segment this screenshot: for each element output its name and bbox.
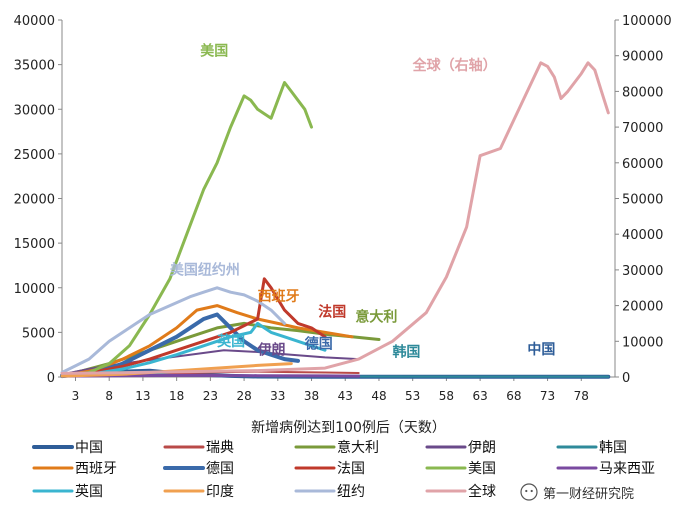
annotation-label: 德国: [305, 335, 333, 352]
y-right-tick-label: 30000: [622, 264, 663, 279]
legend-label: 韩国: [599, 440, 627, 456]
y-left-tick-label: 0: [47, 371, 55, 386]
x-tick-label: 53: [405, 389, 420, 403]
x-tick-label: 48: [371, 389, 386, 403]
y-right-tick-label: 80000: [622, 85, 663, 100]
annotation-label: 意大利: [355, 309, 397, 326]
x-tick-label: 63: [472, 389, 487, 403]
y-right-tick-label: 90000: [622, 50, 663, 65]
series-line-5: [60, 304, 354, 378]
x-tick-label: 73: [540, 389, 555, 403]
wechat-icon: [520, 483, 538, 501]
legend-label: 瑞典: [206, 440, 234, 456]
x-tick-label: 3: [72, 389, 80, 403]
annotation-label: 美国纽约州: [170, 261, 240, 278]
series-line-8: [60, 81, 313, 378]
legend-label: 美国: [468, 461, 496, 477]
watermark: 第一财经研究院: [520, 480, 692, 504]
legend-label: 英国: [75, 483, 103, 500]
series-line-7: [60, 277, 327, 378]
x-tick-label: 18: [169, 389, 184, 403]
x-tick-label: 28: [236, 389, 251, 403]
y-left-tick-label: 5000: [22, 326, 55, 341]
annotation-label: 美国: [200, 43, 228, 60]
y-right-tick-label: 60000: [622, 157, 663, 172]
x-tick-label: 8: [105, 389, 113, 403]
y-right-tick-label: 10000: [622, 335, 663, 350]
annotation-label: 全球（右轴）: [412, 57, 497, 74]
x-tick-label: 78: [574, 389, 589, 403]
y-left-tick-label: 30000: [14, 103, 55, 118]
y-left-tick-label: 15000: [14, 237, 55, 252]
y-right-tick-label: 40000: [622, 228, 663, 243]
annotation-label: 韩国: [392, 343, 420, 360]
x-tick-label: 38: [304, 389, 319, 403]
series-line-13: [60, 61, 610, 375]
annotation-label: 伊朗: [257, 342, 286, 359]
annotation-label: 中国: [527, 341, 555, 358]
annotation-label: 西班牙: [258, 288, 300, 305]
legend-label: 法国: [337, 461, 365, 477]
y-right-tick-label: 50000: [622, 193, 663, 208]
series-line-12: [60, 286, 286, 374]
legend-label: 伊朗: [468, 440, 496, 456]
legend-label: 马来西亚: [599, 461, 655, 477]
legend-label: 中国: [75, 440, 103, 456]
y-right-tick-label: 100000: [622, 14, 672, 29]
legend-label: 德国: [206, 461, 234, 477]
x-tick-label: 43: [338, 389, 353, 403]
annotation-label: 英国: [216, 333, 245, 350]
y-left-tick-label: 40000: [14, 14, 55, 29]
legend-label: 纽约: [337, 484, 365, 500]
annotation-label: 法国: [318, 303, 346, 320]
y-right-tick-label: 20000: [622, 300, 663, 315]
y-left-tick-label: 10000: [14, 282, 55, 297]
y-left-tick-label: 25000: [14, 148, 55, 163]
legend-label: 全球: [468, 483, 496, 500]
legend-label: 意大利: [337, 439, 379, 456]
y-right-tick-label: 70000: [622, 121, 663, 136]
watermark-text: 第一财经研究院: [543, 486, 635, 502]
x-tick-label: 33: [270, 389, 285, 403]
series-line-10: [60, 321, 327, 378]
legend-label: 印度: [206, 484, 234, 500]
x-tick-label: 23: [203, 389, 218, 403]
y-right-tick-label: 0: [622, 371, 630, 386]
y-left-tick-label: 35000: [14, 59, 55, 74]
series-line-11: [60, 362, 293, 378]
y-left-tick-label: 20000: [14, 193, 55, 208]
x-tick-label: 58: [439, 389, 454, 403]
legend-label: 西班牙: [75, 461, 117, 477]
series-group: [60, 61, 611, 379]
x-axis-title: 新增病例达到100例后（天数）: [251, 420, 446, 436]
x-tick-label: 68: [506, 389, 521, 403]
series-line-6: [60, 312, 300, 379]
axes-group: 0 5000 10000 15000 20000 25000 30000 35000 40000…: [14, 14, 672, 436]
x-tick-label: 13: [135, 389, 150, 403]
